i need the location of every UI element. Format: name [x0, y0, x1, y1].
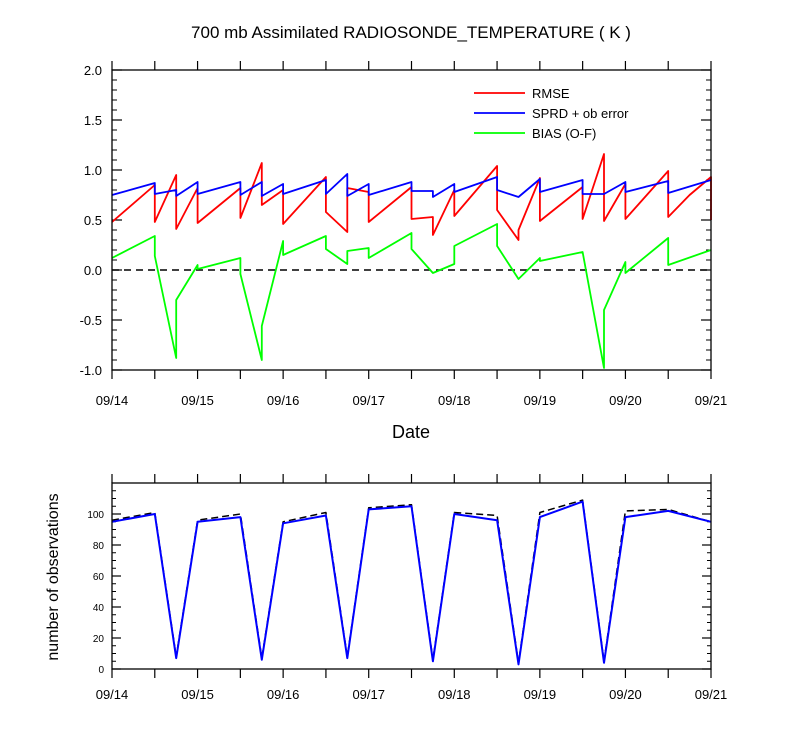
series-line-sprd-ob-error — [111, 173, 712, 198]
y-tick-label: 0.5 — [84, 213, 102, 228]
x-tick-label: 09/17 — [352, 393, 385, 408]
y-tick-label: 2.0 — [84, 63, 102, 78]
legend-label: BIAS (O-F) — [532, 126, 596, 141]
legend-label: SPRD + ob error — [532, 106, 629, 121]
x-tick-label: 09/21 — [695, 393, 728, 408]
series-line-assimilated — [111, 500, 712, 666]
x-tick-label: 09/20 — [609, 687, 642, 702]
y-tick-label: 60 — [93, 572, 105, 583]
x-tick-label: 09/14 — [96, 687, 129, 702]
series-line-rmse — [111, 153, 712, 241]
legend: RMSE SPRD + ob error BIAS (O-F) — [474, 86, 629, 141]
series-line-bias-o-f — [111, 223, 712, 369]
x-tick-label: 09/17 — [352, 687, 385, 702]
x-tick-label: 09/14 — [96, 393, 129, 408]
x-tick-label: 09/18 — [438, 393, 471, 408]
y-tick-label: 40 — [93, 603, 105, 614]
x-tick-label: 09/21 — [695, 687, 728, 702]
y-tick-label: 0 — [98, 665, 104, 676]
top-x-axis-label: Date — [392, 422, 430, 442]
y-tick-label: 20 — [93, 634, 105, 645]
x-tick-label: 09/16 — [267, 687, 300, 702]
x-tick-label: 09/15 — [181, 393, 214, 408]
x-tick-label: 09/19 — [524, 393, 557, 408]
y-tick-label: 0.0 — [84, 263, 102, 278]
plot-frame — [111, 482, 712, 670]
bottom-y-axis-label: number of observations — [45, 493, 62, 660]
bottom-plot: 0 20 40 60 80 100 09/14 09/15 09/16 09/17 09/18 09/… — [87, 474, 727, 702]
plot-frame — [111, 69, 712, 371]
x-tick-label: 09/20 — [609, 393, 642, 408]
series-line-possible — [111, 499, 712, 664]
y-tick-label: -1.0 — [80, 363, 102, 378]
x-tick-label: 09/18 — [438, 687, 471, 702]
y-tick-label: 100 — [87, 510, 104, 521]
chart-title: 700 mb Assimilated RADIOSONDE_TEMPERATUR… — [191, 23, 631, 42]
x-tick-label: 09/19 — [524, 687, 557, 702]
legend-label: RMSE — [532, 86, 570, 101]
y-tick-label: -0.5 — [80, 313, 102, 328]
top-plot: 2.0 1.5 1.0 0.5 0.0 -0.5 -1.0 09/14 09/15 09/16 09… — [80, 61, 728, 408]
y-tick-label: 1.0 — [84, 163, 102, 178]
x-tick-label: 09/15 — [181, 687, 214, 702]
y-tick-label: 80 — [93, 541, 105, 552]
x-tick-label: 09/16 — [267, 393, 300, 408]
y-tick-label: 1.5 — [84, 113, 102, 128]
